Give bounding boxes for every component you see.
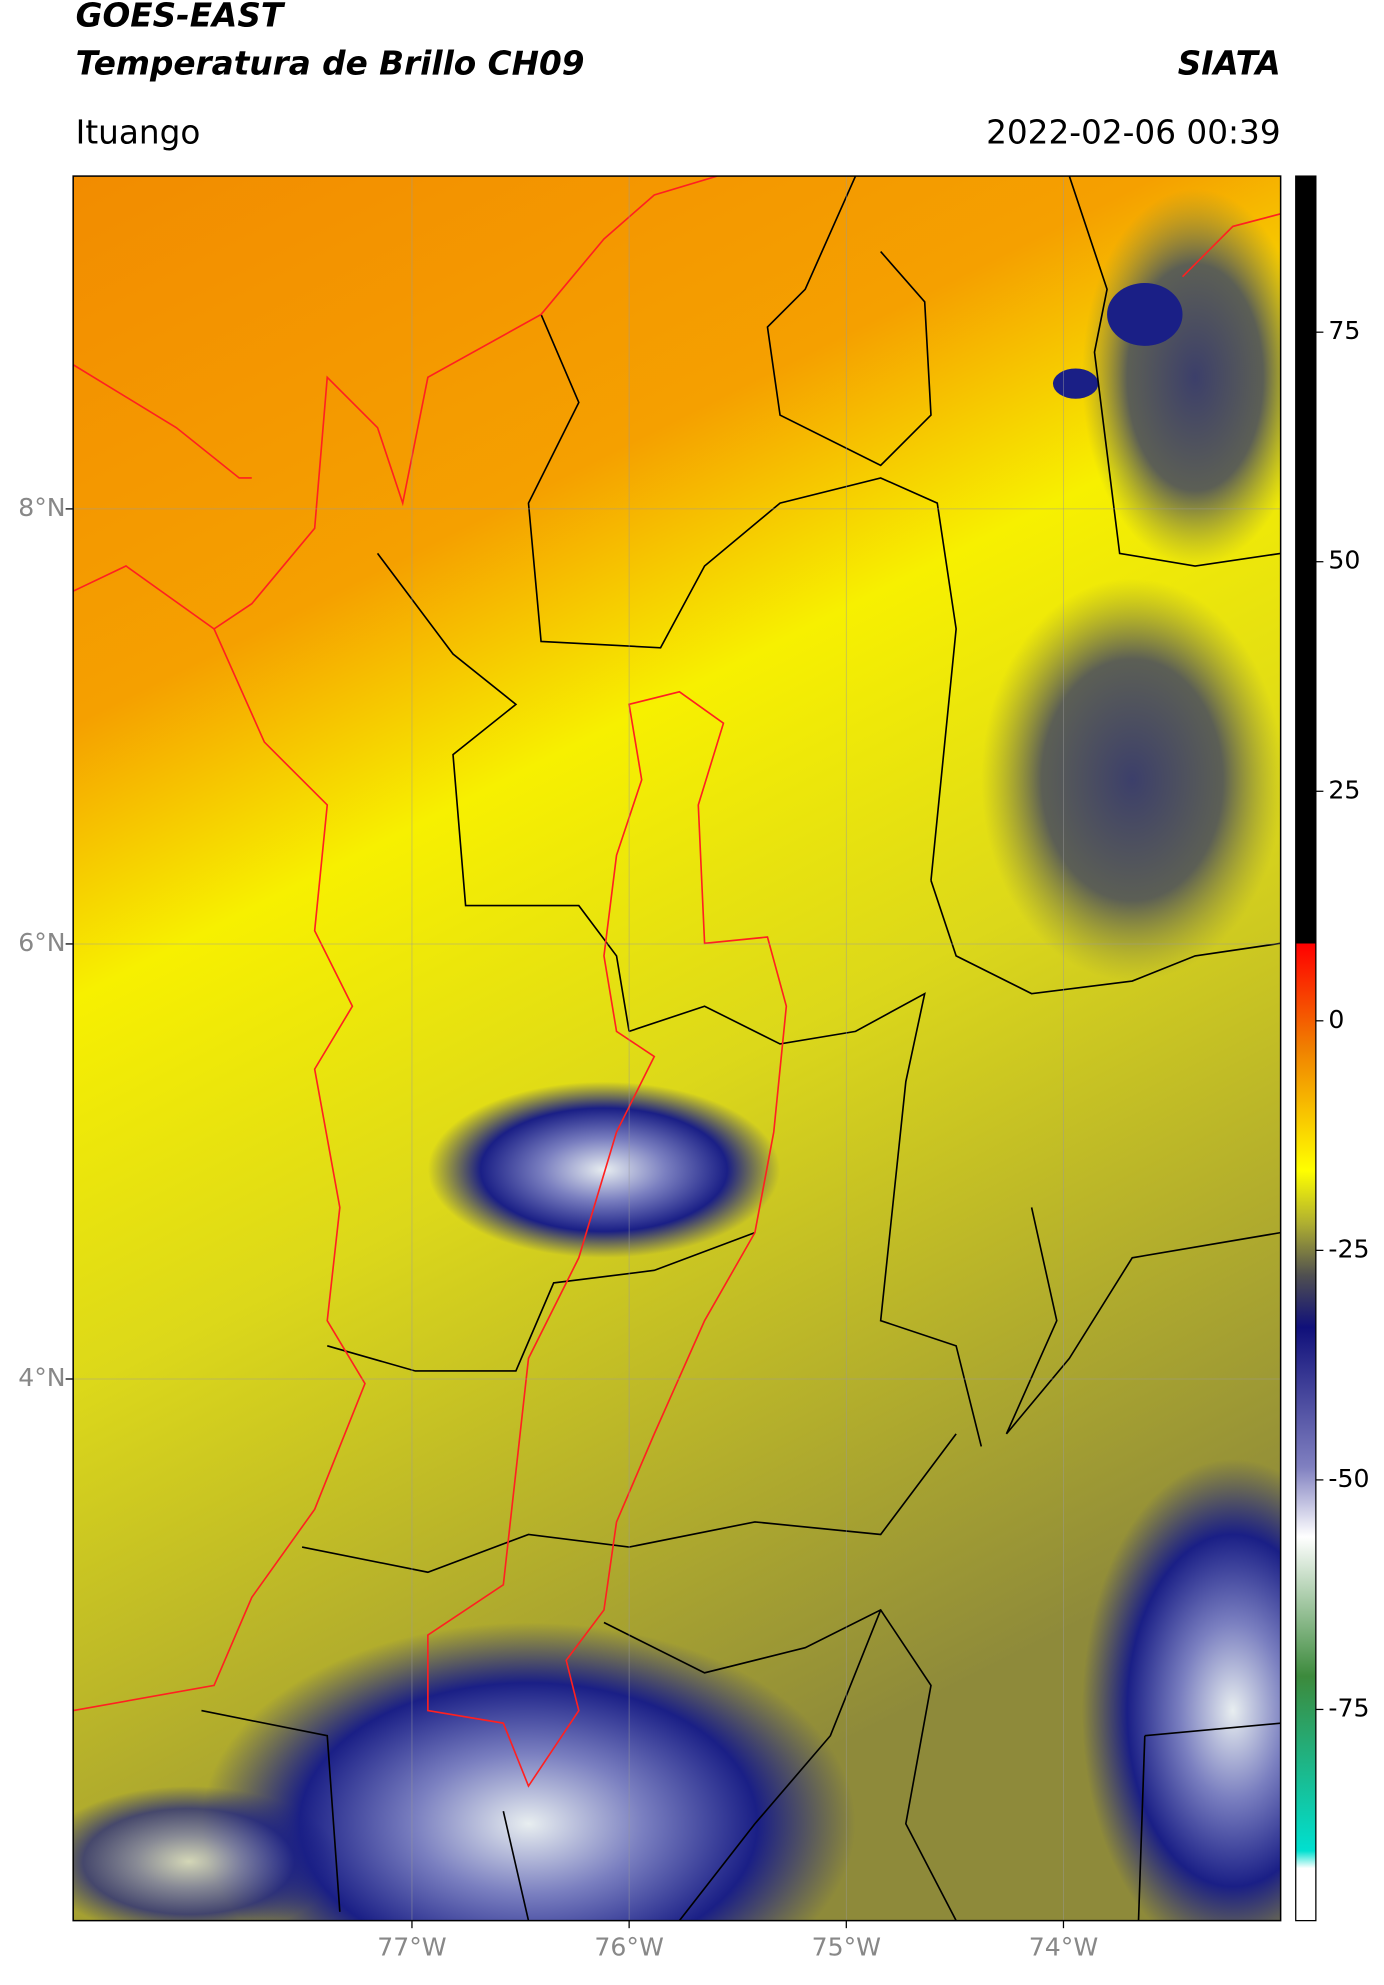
subtitle: Temperatura de Brillo CH09 xyxy=(76,44,585,82)
lon-tick-label: 76°W xyxy=(594,1932,664,1961)
lat-tick-label: 4°N xyxy=(18,1363,65,1392)
lat-tick-label: 6°N xyxy=(18,928,65,957)
imagery xyxy=(73,176,1281,1921)
colorbar-tick-label: -25 xyxy=(1328,1234,1369,1263)
lon-tick-label: 75°W xyxy=(812,1932,882,1961)
colorbar-tick-label: 50 xyxy=(1328,546,1360,575)
lon-tick-label: 74°W xyxy=(1029,1932,1099,1961)
location: Ituango xyxy=(76,114,201,152)
colorbar-tick-label: 75 xyxy=(1328,316,1360,345)
colorbar-tick-label: -50 xyxy=(1328,1464,1369,1493)
graticule xyxy=(65,176,1281,1929)
datetime: 2022-02-06 00:39 xyxy=(986,114,1281,152)
source: SIATA xyxy=(1178,44,1281,82)
title: GOES-EAST xyxy=(76,0,286,35)
colorbar-tick-label: -75 xyxy=(1328,1693,1369,1722)
lon-tick-label: 77°W xyxy=(377,1932,447,1961)
lat-tick-label: 8°N xyxy=(18,493,65,522)
colorbar-tick-label: 25 xyxy=(1328,775,1360,804)
map-frame xyxy=(72,175,1282,1922)
colorbar-tick-label: 0 xyxy=(1328,1005,1344,1034)
colorbar xyxy=(1295,175,1317,1922)
